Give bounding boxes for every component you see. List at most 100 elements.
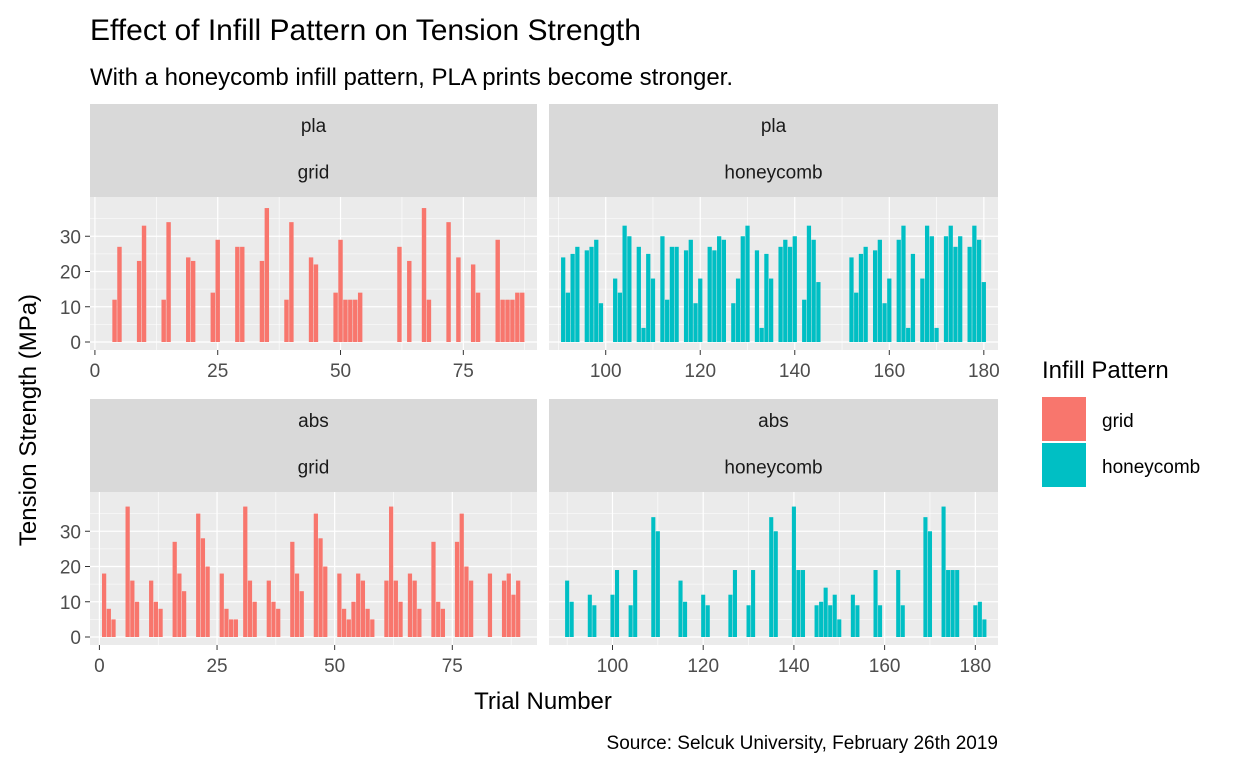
bar — [181, 591, 187, 637]
bar — [882, 303, 887, 342]
x-tick-label: 140 — [778, 656, 810, 677]
bar — [746, 605, 751, 637]
panel-background — [90, 197, 537, 350]
legend-title: Infill Pattern — [1042, 357, 1169, 384]
x-tick-label: 180 — [968, 361, 1000, 382]
x-tick-label: 160 — [869, 656, 901, 677]
facet-panel-pla-grid: pla grid 0 10 20 30 0 25 50 75 — [60, 104, 537, 382]
bar — [565, 292, 571, 342]
bar — [589, 246, 594, 342]
bar — [665, 299, 670, 342]
bar — [764, 253, 769, 342]
x-tick-label: 50 — [324, 656, 345, 677]
bar — [587, 594, 592, 637]
bar — [674, 246, 679, 342]
bar — [313, 264, 319, 342]
bar — [469, 580, 474, 637]
bar — [823, 587, 828, 637]
bar — [318, 538, 323, 637]
bar — [161, 299, 166, 342]
bar — [360, 580, 366, 637]
y-tick-label: 20 — [60, 263, 81, 284]
bar — [200, 538, 206, 637]
bar — [920, 278, 925, 342]
bar — [252, 601, 257, 637]
bar — [561, 257, 566, 342]
bar — [111, 619, 116, 637]
bar — [475, 292, 481, 342]
bar — [977, 601, 982, 637]
bar — [878, 605, 883, 637]
bar — [505, 299, 510, 342]
bar — [791, 506, 796, 637]
bar — [205, 566, 210, 637]
bar — [707, 246, 712, 342]
bar — [308, 257, 314, 342]
facet-strip-label: abs — [298, 411, 329, 432]
bar — [224, 608, 229, 637]
legend-label-grid: grid — [1102, 411, 1134, 432]
bar — [594, 239, 599, 342]
bar — [459, 513, 464, 637]
bar — [101, 573, 107, 637]
bar — [910, 253, 916, 342]
bar — [357, 292, 363, 342]
y-tick-label: 0 — [70, 628, 81, 649]
bar — [398, 601, 403, 637]
bar — [337, 573, 342, 637]
bar — [850, 594, 855, 637]
bar — [125, 506, 130, 637]
bar — [289, 222, 294, 342]
bar — [683, 250, 689, 342]
bar — [565, 580, 570, 637]
bar — [877, 239, 882, 342]
bar — [732, 570, 737, 637]
bar — [787, 246, 793, 342]
bar — [166, 222, 171, 342]
bar — [570, 253, 575, 342]
bar — [901, 225, 906, 342]
bar — [783, 239, 788, 342]
bar — [934, 327, 939, 342]
x-tick-label: 120 — [684, 361, 716, 382]
bar — [858, 253, 864, 342]
bar — [136, 260, 142, 342]
bar — [628, 605, 633, 637]
bar — [613, 278, 618, 342]
bar — [520, 292, 525, 342]
bar — [259, 260, 265, 342]
bar — [353, 299, 358, 342]
bar — [837, 619, 842, 637]
facet-strip — [90, 104, 537, 197]
bar — [271, 601, 276, 637]
bar — [872, 250, 878, 342]
bar — [948, 225, 953, 342]
bar — [487, 573, 493, 637]
bar — [863, 246, 868, 342]
bar — [792, 236, 797, 342]
bar — [906, 327, 911, 342]
bar — [158, 608, 163, 637]
bar — [614, 570, 620, 637]
bar — [802, 299, 807, 342]
bar — [896, 570, 901, 637]
bar — [796, 570, 801, 637]
bar — [887, 278, 892, 342]
bar — [417, 608, 422, 637]
x-axis-title: Trial Number — [474, 688, 612, 715]
bar — [855, 605, 860, 637]
bar — [832, 594, 837, 637]
bar — [153, 601, 158, 637]
bar — [617, 292, 623, 342]
bar — [927, 531, 933, 637]
bar — [683, 601, 688, 637]
bar — [190, 260, 196, 342]
bar — [610, 594, 615, 637]
bar — [407, 573, 413, 637]
bar — [622, 225, 627, 342]
bar — [341, 608, 347, 637]
bar — [294, 573, 300, 637]
bar — [735, 278, 741, 342]
bar — [134, 601, 140, 637]
bar — [769, 517, 774, 637]
